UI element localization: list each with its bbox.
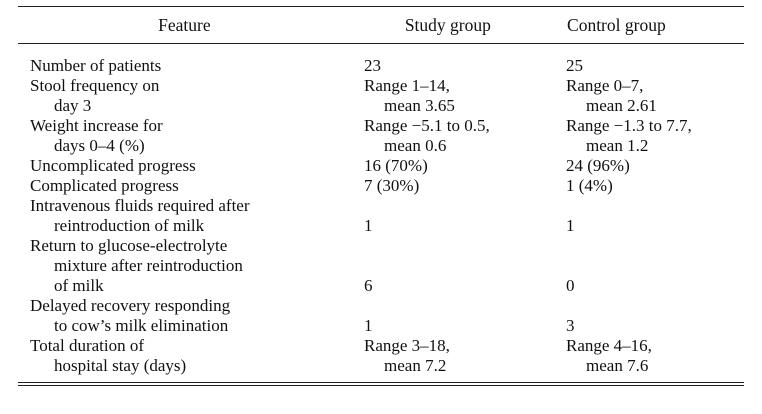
feature-text: Complicated progress: [30, 176, 179, 195]
feature-text: Delayed recovery responding: [30, 296, 231, 315]
table-row: Uncomplicated progress 16 (70%) 24 (96%): [18, 156, 744, 176]
control-value: Range 4–16,: [566, 336, 652, 355]
control-cell: Range 4–16, mean 7.6: [560, 336, 744, 376]
study-value: 1: [364, 216, 373, 235]
control-value: 24 (96%): [566, 156, 630, 175]
study-value: mean 0.6: [384, 136, 447, 155]
control-value: mean 7.6: [586, 356, 649, 375]
feature-cell: Return to glucose-electrolyte mixture af…: [18, 236, 358, 296]
control-cell: 3: [560, 296, 744, 336]
study-cell: 16 (70%): [358, 156, 560, 176]
feature-cell: Weight increase for days 0–4 (%): [18, 116, 358, 156]
study-value: mean 3.65: [384, 96, 455, 115]
study-value: 1: [364, 316, 373, 335]
feature-cell: Uncomplicated progress: [18, 156, 358, 176]
study-value: 16 (70%): [364, 156, 428, 175]
top-rule: [18, 6, 744, 7]
table-body: Number of patients 23 25 Stool frequency…: [18, 44, 744, 382]
table-row: Total duration of hospital stay (days) R…: [18, 336, 744, 376]
study-value: [364, 296, 560, 316]
header-feature: Feature: [158, 14, 211, 35]
control-cell: 24 (96%): [560, 156, 744, 176]
study-value: mean 7.2: [384, 356, 447, 375]
control-cell: Range 0–7, mean 2.61: [560, 76, 744, 116]
feature-text: Stool frequency on: [30, 76, 160, 95]
bottom-rule: [18, 382, 744, 383]
control-value: 1: [566, 216, 575, 235]
study-cell: 6: [358, 236, 560, 296]
feature-cell: Intravenous fluids required after reintr…: [18, 196, 358, 236]
table-header: Feature Study group Control group: [18, 7, 744, 43]
table-row: Return to glucose-electrolyte mixture af…: [18, 236, 744, 296]
control-value: Range −1.3 to 7.7,: [566, 116, 692, 135]
table-row: Number of patients 23 25: [18, 56, 744, 76]
control-value: [566, 296, 744, 316]
feature-text: Weight increase for: [30, 116, 163, 135]
control-value: [566, 236, 744, 256]
table-row: Stool frequency on day 3 Range 1–14, mea…: [18, 76, 744, 116]
feature-text: Intravenous fluids required after: [30, 196, 250, 215]
feature-text: Return to glucose-electrolyte: [30, 236, 228, 255]
feature-text: mixture after reintroduction: [54, 256, 243, 275]
control-value: mean 1.2: [586, 136, 649, 155]
feature-text: hospital stay (days): [54, 356, 187, 375]
control-value: [566, 196, 744, 216]
results-table: Feature Study group Control group Number…: [18, 6, 744, 386]
feature-text: of milk: [54, 276, 104, 295]
control-value: mean 2.61: [586, 96, 657, 115]
study-value: [364, 236, 560, 256]
feature-text: days 0–4 (%): [54, 136, 145, 155]
feature-cell: Total duration of hospital stay (days): [18, 336, 358, 376]
study-value: 6: [364, 276, 373, 295]
header-control-group: Control group: [567, 14, 666, 35]
study-cell: Range 1–14, mean 3.65: [358, 76, 560, 116]
study-cell: Range −5.1 to 0.5, mean 0.6: [358, 116, 560, 156]
feature-cell: Stool frequency on day 3: [18, 76, 358, 116]
control-value: [566, 256, 744, 276]
study-cell: 23: [358, 56, 560, 76]
feature-text: reintroduction of milk: [54, 216, 205, 235]
control-cell: 25: [560, 56, 744, 76]
feature-text: Uncomplicated progress: [30, 156, 196, 175]
study-value: [364, 256, 560, 276]
study-cell: 7 (30%): [358, 176, 560, 196]
feature-text: day 3: [54, 96, 92, 115]
bottom-rule-double: [18, 385, 744, 386]
table-row: Intravenous fluids required after reintr…: [18, 196, 744, 236]
header-rule: [18, 43, 744, 44]
control-value: 3: [566, 316, 575, 335]
feature-text: Total duration of: [30, 336, 145, 355]
study-value: [364, 196, 560, 216]
feature-cell: Number of patients: [18, 56, 358, 76]
feature-text: Number of patients: [30, 56, 162, 75]
control-cell: 1 (4%): [560, 176, 744, 196]
study-value: Range −5.1 to 0.5,: [364, 116, 490, 135]
table-row: Delayed recovery responding to cow’s mil…: [18, 296, 744, 336]
study-value: 7 (30%): [364, 176, 420, 195]
study-value: Range 1–14,: [364, 76, 450, 95]
table-row: Weight increase for days 0–4 (%) Range −…: [18, 116, 744, 156]
control-cell: 0: [560, 236, 744, 296]
feature-cell: Complicated progress: [18, 176, 358, 196]
header-study-group: Study group: [404, 14, 491, 35]
table-row: Complicated progress 7 (30%) 1 (4%): [18, 176, 744, 196]
study-cell: 1: [358, 296, 560, 336]
control-value: Range 0–7,: [566, 76, 644, 95]
study-cell: 1: [358, 196, 560, 236]
control-value: 0: [566, 276, 575, 295]
feature-text: to cow’s milk elimination: [54, 316, 229, 335]
control-value: 25: [566, 56, 583, 75]
study-cell: Range 3–18, mean 7.2: [358, 336, 560, 376]
feature-cell: Delayed recovery responding to cow’s mil…: [18, 296, 358, 336]
study-value: Range 3–18,: [364, 336, 450, 355]
study-value: 23: [364, 56, 381, 75]
control-cell: 1: [560, 196, 744, 236]
control-value: 1 (4%): [566, 176, 613, 195]
control-cell: Range −1.3 to 7.7, mean 1.2: [560, 116, 744, 156]
